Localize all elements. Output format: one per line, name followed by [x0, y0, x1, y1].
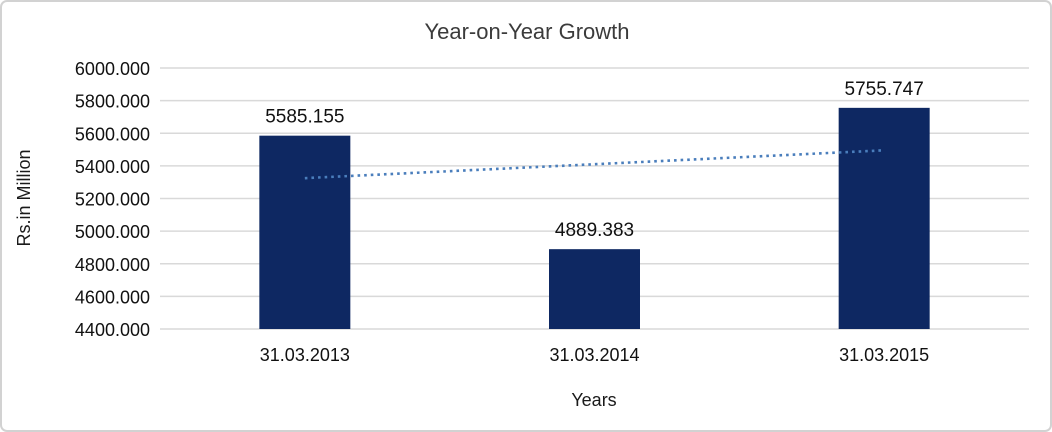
y-tick-label: 6000.000: [75, 59, 150, 79]
x-category-label: 31.03.2014: [549, 345, 639, 365]
y-tick-label: 4400.000: [75, 320, 150, 340]
chart-title: Year-on-Year Growth: [424, 19, 629, 44]
y-tick-label: 5400.000: [75, 157, 150, 177]
y-tick-label: 5200.000: [75, 190, 150, 210]
x-category-label: 31.03.2013: [260, 345, 350, 365]
y-tick-label: 5000.000: [75, 222, 150, 242]
bar[interactable]: [838, 107, 930, 329]
trendline[interactable]: [304, 149, 885, 180]
labels-group: 4400.000 4600.000 4800.000 5000.000 5200.000…: [75, 59, 929, 365]
bar[interactable]: [259, 135, 351, 329]
bars-group: [259, 107, 930, 329]
y-tick-label: 4600.000: [75, 287, 150, 307]
trendline-group: [304, 149, 885, 180]
data-label: 5755.747: [845, 79, 924, 100]
data-label: 5585.155: [265, 107, 344, 128]
x-category-label: 31.03.2015: [839, 345, 929, 365]
y-axis-title: Rs.in Million: [14, 149, 34, 246]
bar[interactable]: [549, 249, 640, 329]
y-tick-label: 4800.000: [75, 255, 150, 275]
y-tick-label: 5800.000: [75, 92, 150, 112]
y-tick-label: 5600.000: [75, 124, 150, 144]
x-axis-title: Years: [571, 390, 616, 410]
data-label: 4889.383: [555, 220, 634, 241]
